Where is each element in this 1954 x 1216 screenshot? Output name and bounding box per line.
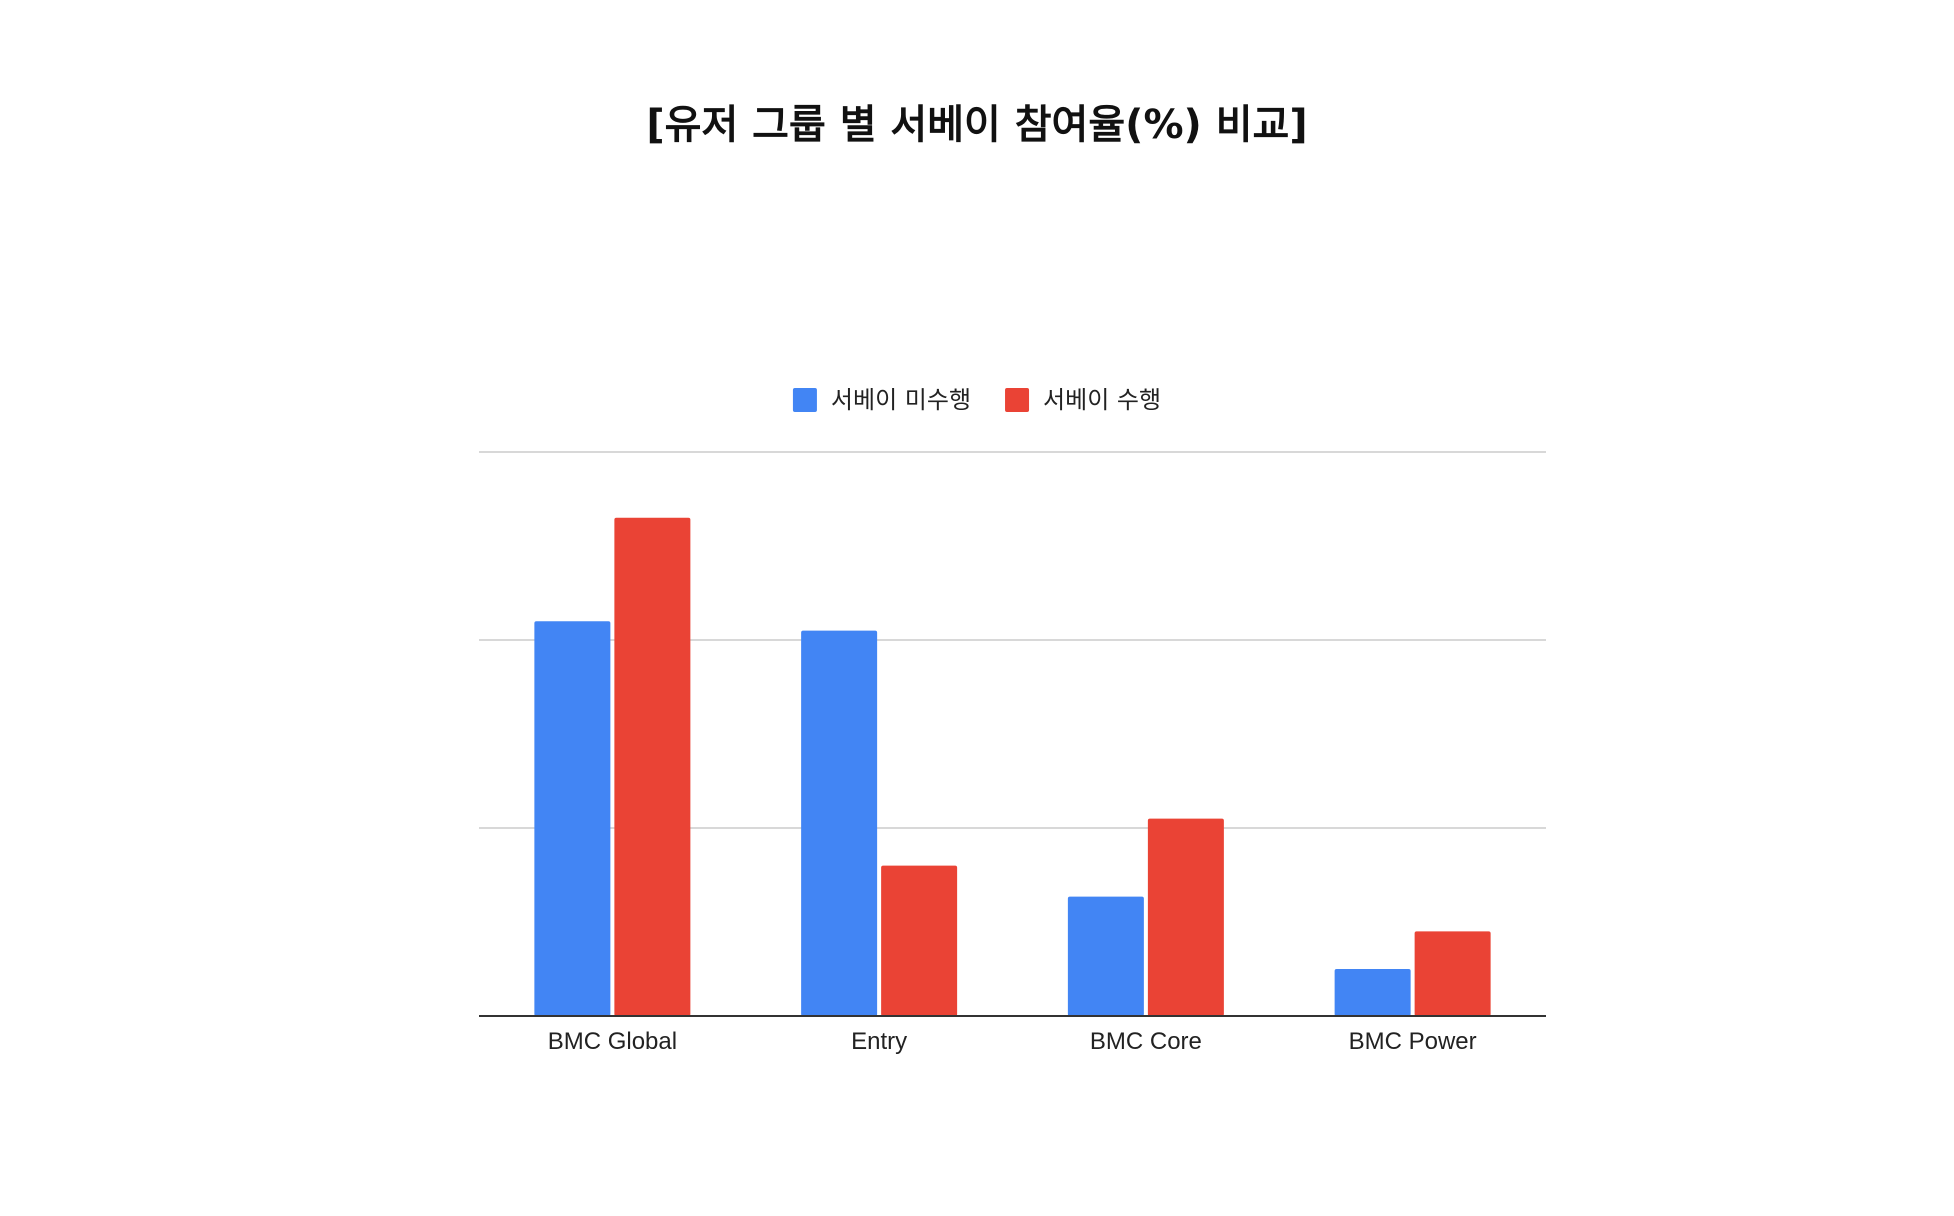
chart-title: [유저 그룹 별 서베이 참여율(%) 비교] <box>646 102 1308 148</box>
x-axis: BMC Global Entry BMC Core BMC Power <box>479 1015 1546 1055</box>
x-tick-label: BMC Global <box>548 1028 677 1055</box>
legend-label: 서베이 미수행 <box>831 386 971 414</box>
bars <box>534 517 1491 1016</box>
x-tick-label: Entry <box>851 1028 907 1055</box>
legend-swatch <box>792 388 817 412</box>
bar-entry-series-0 <box>801 630 878 1016</box>
bar-bmc-core-series-1 <box>1147 818 1224 1016</box>
bar-bmc-power-series-0 <box>1334 969 1411 1016</box>
bar-bmc-global-series-1 <box>614 517 691 1016</box>
bar-entry-series-1 <box>881 865 958 1016</box>
bar-bmc-core-series-0 <box>1067 896 1144 1016</box>
x-tick-label: BMC Core <box>1090 1028 1202 1055</box>
bar-bmc-global-series-0 <box>534 621 611 1016</box>
x-tick-label: BMC Power <box>1349 1028 1477 1055</box>
legend: 서베이 미수행 서베이 수행 <box>792 386 1161 414</box>
legend-label: 서베이 수행 <box>1043 386 1161 414</box>
legend-swatch <box>1005 388 1030 412</box>
bar-bmc-power-series-1 <box>1414 931 1491 1016</box>
